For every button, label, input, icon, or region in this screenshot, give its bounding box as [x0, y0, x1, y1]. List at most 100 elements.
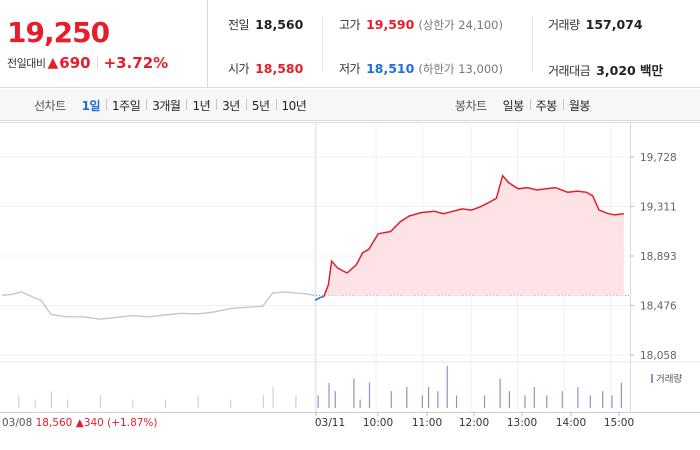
- volume-bar-prev: [197, 395, 199, 408]
- stat-value: 157,074: [585, 17, 643, 32]
- stat-label: 시가: [228, 62, 250, 76]
- stat-trade-value: 거래대금 3,020 백만: [548, 60, 663, 78]
- volume-bar-prev: [262, 395, 264, 408]
- stat-high: 고가 19,590 (상한가 24,100): [339, 16, 503, 34]
- stat-volume: 거래량 157,074: [548, 16, 643, 34]
- x-tick-label: 14:00: [556, 417, 586, 429]
- y-tick-label: 18,058: [640, 350, 677, 362]
- stat-value: 3,020 백만: [596, 63, 664, 78]
- stat-value: 19,590: [366, 17, 415, 32]
- x-tick-label: 11:00: [412, 417, 442, 429]
- line-chart-tabs: 선차트 1일 1주일 3개월 1년 3년 5년 10년: [34, 89, 312, 121]
- today-series-line-up: [323, 174, 624, 297]
- volume-bar-prev: [165, 399, 166, 408]
- volume-bar: [353, 378, 355, 408]
- stat-label: 고가: [339, 18, 361, 32]
- volume-bar: [508, 391, 511, 408]
- volume-bar: [437, 391, 439, 408]
- volume-bar: [499, 378, 501, 408]
- tab-3y[interactable]: 3년: [216, 97, 246, 114]
- price-chart[interactable]: 19,728 19,311 18,893 18,476 18,058 거래량 03/08 1…: [0, 122, 700, 450]
- divider: [96, 56, 98, 70]
- tab-1y[interactable]: 1년: [186, 97, 216, 114]
- volume-bar-prev: [18, 395, 20, 408]
- stat-value: 18,510: [366, 61, 415, 76]
- volume-bar: [602, 391, 604, 408]
- candle-chart-title: 봉차트: [455, 98, 487, 113]
- period-bar: 선차트 1일 1주일 3개월 1년 3년 5년 10년 봉차트 일봉 주봉 월봉: [0, 89, 700, 121]
- stat-note: (하한가 13,000): [418, 62, 503, 76]
- x-tick-label: 03/11: [315, 417, 345, 429]
- volume-bar: [406, 387, 408, 408]
- volume-bar: [317, 395, 319, 408]
- volume-bar: [455, 395, 458, 408]
- volume-bar: [611, 395, 613, 408]
- tab-daily[interactable]: 일봉: [502, 98, 525, 113]
- stat-label: 저가: [339, 62, 361, 76]
- x-tick-label: 15:00: [604, 417, 634, 429]
- y-tick-label: 19,728: [640, 152, 677, 164]
- today-area-fill: [314, 175, 624, 296]
- volume-legend-label: 거래량: [656, 373, 682, 385]
- stat-prev-close: 전일 18,560: [228, 16, 303, 34]
- volume-bar-prev: [67, 399, 69, 408]
- up-arrow-icon: ▲: [47, 55, 59, 71]
- stat-label: 전일: [228, 18, 250, 32]
- divider: [322, 16, 323, 72]
- volume-bar: [546, 395, 548, 408]
- change-label: 전일대비: [7, 57, 46, 70]
- volume-bar: [359, 399, 361, 408]
- volume-bar: [421, 395, 423, 408]
- volume-bar: [446, 366, 448, 408]
- change-rate: +3.72%: [103, 54, 169, 72]
- volume-bar: [334, 391, 336, 408]
- x-tick-label: 13:00: [507, 417, 537, 429]
- volume-bar-prev: [34, 399, 36, 408]
- volume-bar: [620, 382, 622, 408]
- volume-bar: [328, 382, 330, 408]
- current-price: 19,250: [7, 16, 110, 49]
- change-amount: 690: [59, 54, 91, 72]
- tab-3m[interactable]: 3개월: [146, 97, 186, 114]
- y-tick-label: 19,311: [640, 201, 677, 213]
- volume-bar-prev: [272, 387, 274, 408]
- candle-chart-tabs: 봉차트 일봉 주봉 월봉: [455, 89, 596, 121]
- volume-bar: [533, 387, 535, 408]
- stat-value: 18,580: [255, 61, 304, 76]
- tab-5y[interactable]: 5년: [245, 97, 276, 114]
- volume-bar: [577, 387, 579, 408]
- prev-day-series-line: [1, 291, 316, 320]
- chart-canvas: 19,728 19,311 18,893 18,476 18,058 거래량 03/08 1…: [0, 122, 700, 429]
- volume-bar-prev: [132, 399, 134, 408]
- stat-low: 저가 18,510 (하한가 13,000): [339, 60, 503, 78]
- divider: [532, 16, 533, 72]
- tab-weekly[interactable]: 주봉: [529, 97, 563, 114]
- y-tick-label: 18,893: [640, 251, 677, 263]
- tab-1d[interactable]: 1일: [81, 98, 101, 113]
- price-box: 19,250 전일대비 ▲ 690 +3.72%: [0, 0, 208, 88]
- today-series-line-down: [314, 295, 324, 301]
- volume-bar: [589, 395, 591, 408]
- stat-note: (상한가 24,100): [418, 18, 503, 32]
- volume-legend-swatch: [651, 374, 653, 383]
- x-tick-label: 10:00: [363, 417, 393, 429]
- tab-1w[interactable]: 1주일: [106, 97, 146, 114]
- volume-bar-prev: [295, 395, 297, 408]
- stat-value: 18,560: [255, 17, 304, 32]
- volume-bar-prev: [99, 395, 101, 408]
- x-tick-label: 12:00: [459, 417, 489, 429]
- volume-bar: [427, 387, 430, 408]
- volume-bar-prev: [50, 391, 52, 408]
- quote-panel: 19,250 전일대비 ▲ 690 +3.72% 전일 18,560 시가 18…: [0, 0, 700, 88]
- change-row: 전일대비 ▲ 690 +3.72%: [7, 54, 168, 72]
- volume-bar: [561, 391, 563, 408]
- tab-monthly[interactable]: 월봉: [562, 97, 596, 114]
- volume-bar: [368, 382, 371, 408]
- volume-bar: [524, 395, 526, 408]
- y-tick-label: 18,476: [640, 300, 677, 312]
- stat-label: 거래대금: [548, 64, 591, 78]
- volume-bar: [483, 395, 486, 408]
- tab-10y[interactable]: 10년: [275, 97, 313, 114]
- stat-label: 거래량: [548, 18, 580, 32]
- prev-day-summary: 03/08 18,560 ▲340 (+1.87%): [2, 417, 158, 429]
